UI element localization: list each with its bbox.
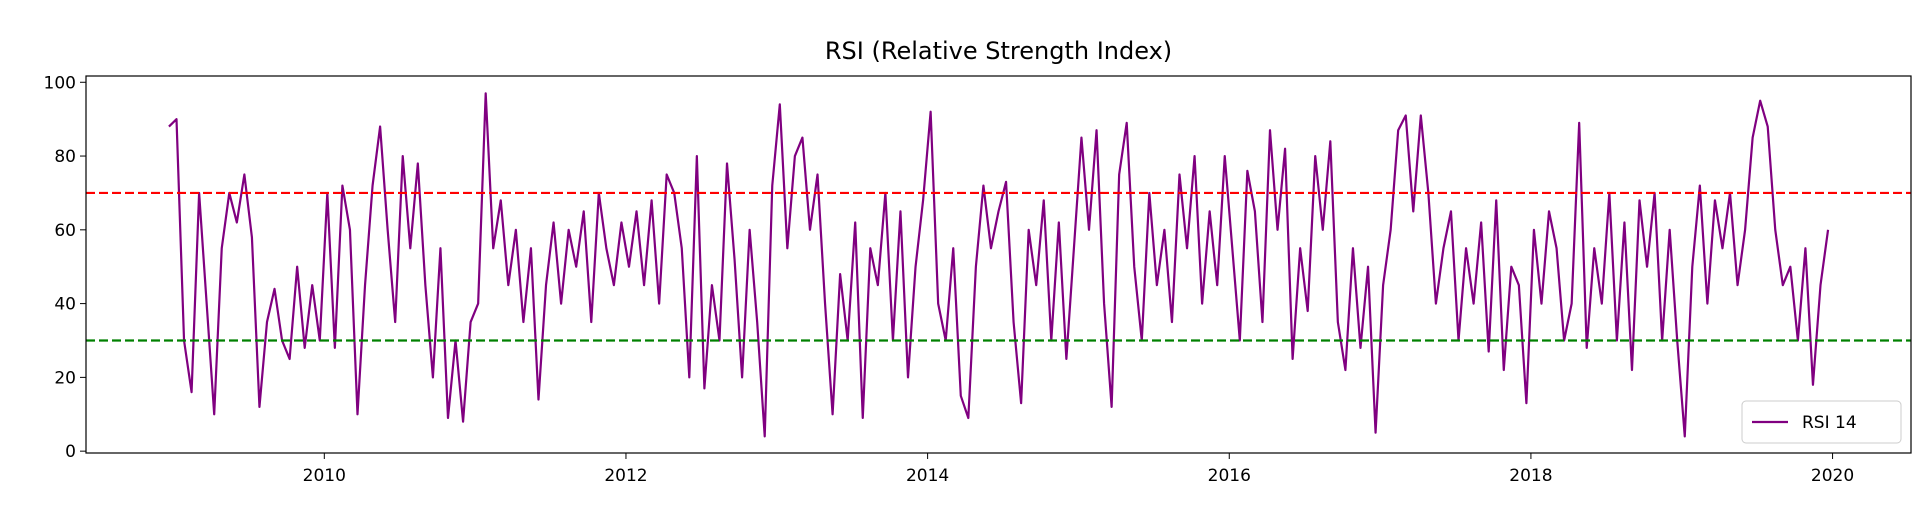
- legend-box: [1741, 400, 1902, 444]
- y-tick-label: 80: [54, 147, 76, 167]
- y-tick-label: 40: [54, 295, 76, 315]
- x-tick-label: 2010: [303, 466, 346, 486]
- x-tick-label: 2012: [604, 466, 647, 486]
- legend-label: RSI 14: [1802, 413, 1857, 433]
- x-tick-label: 2014: [906, 466, 949, 486]
- plot-frame: [85, 75, 1912, 454]
- data-line: [168, 92, 1830, 438]
- y-tick-label: 100: [44, 73, 76, 93]
- y-tick-label: 0: [65, 442, 76, 462]
- y-tick-label: 60: [54, 221, 76, 241]
- x-tick-label: 2016: [1208, 466, 1251, 486]
- chart-title: RSI (Relative Strength Index): [825, 37, 1172, 65]
- x-tick-label: 2018: [1509, 466, 1552, 486]
- x-tick-label: 2020: [1811, 466, 1854, 486]
- y-tick-label: 20: [54, 368, 76, 388]
